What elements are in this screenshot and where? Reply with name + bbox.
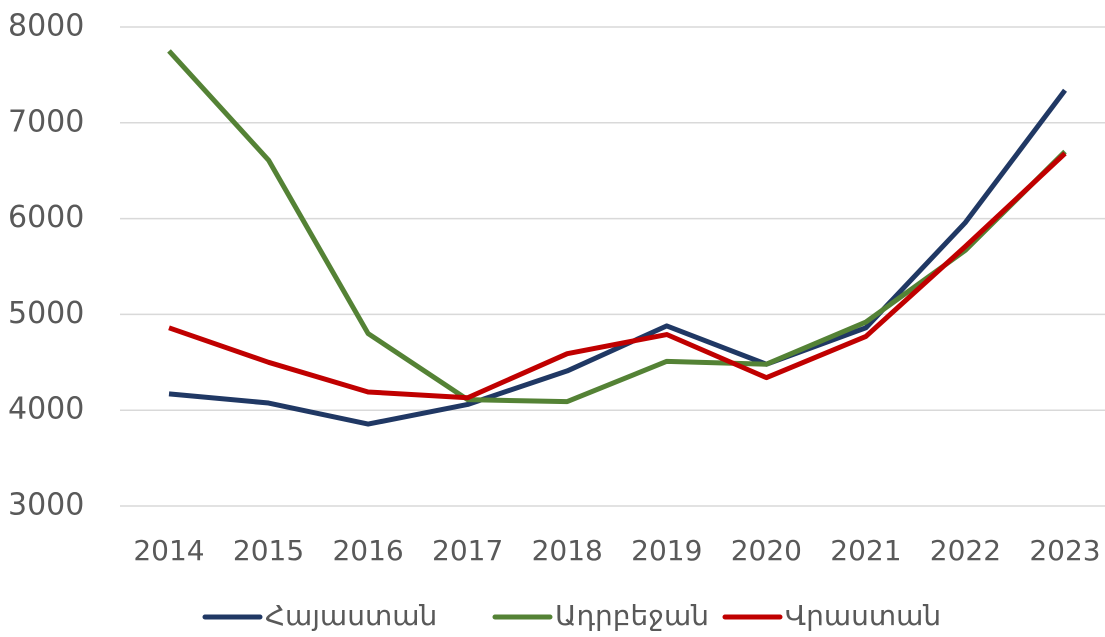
x-tick-label: 2014 xyxy=(133,534,204,567)
legend-label: Վրաստան xyxy=(785,599,941,632)
y-tick-label: 6000 xyxy=(8,200,84,235)
x-tick-label: 2021 xyxy=(830,534,901,567)
x-tick-label: 2022 xyxy=(930,534,1001,567)
series-line xyxy=(167,49,1067,405)
y-tick-label: 8000 xyxy=(8,9,84,44)
x-tick-label: 2019 xyxy=(631,534,702,567)
x-tick-label: 2020 xyxy=(731,534,802,567)
y-tick-label: 3000 xyxy=(8,488,84,523)
series-line xyxy=(168,151,1067,401)
series-line xyxy=(168,88,1067,427)
y-tick-label: 5000 xyxy=(8,296,84,331)
x-tick-label: 2016 xyxy=(332,534,403,567)
x-tick-label: 2023 xyxy=(1029,534,1100,567)
legend-label: Հայաստան xyxy=(265,599,437,632)
legend-label: Ադրբեջան xyxy=(555,599,709,632)
x-tick-label: 2015 xyxy=(233,534,304,567)
y-tick-label: 7000 xyxy=(8,104,84,139)
x-tick-label: 2018 xyxy=(532,534,603,567)
x-tick-label: 2017 xyxy=(432,534,503,567)
y-tick-label: 4000 xyxy=(8,392,84,427)
